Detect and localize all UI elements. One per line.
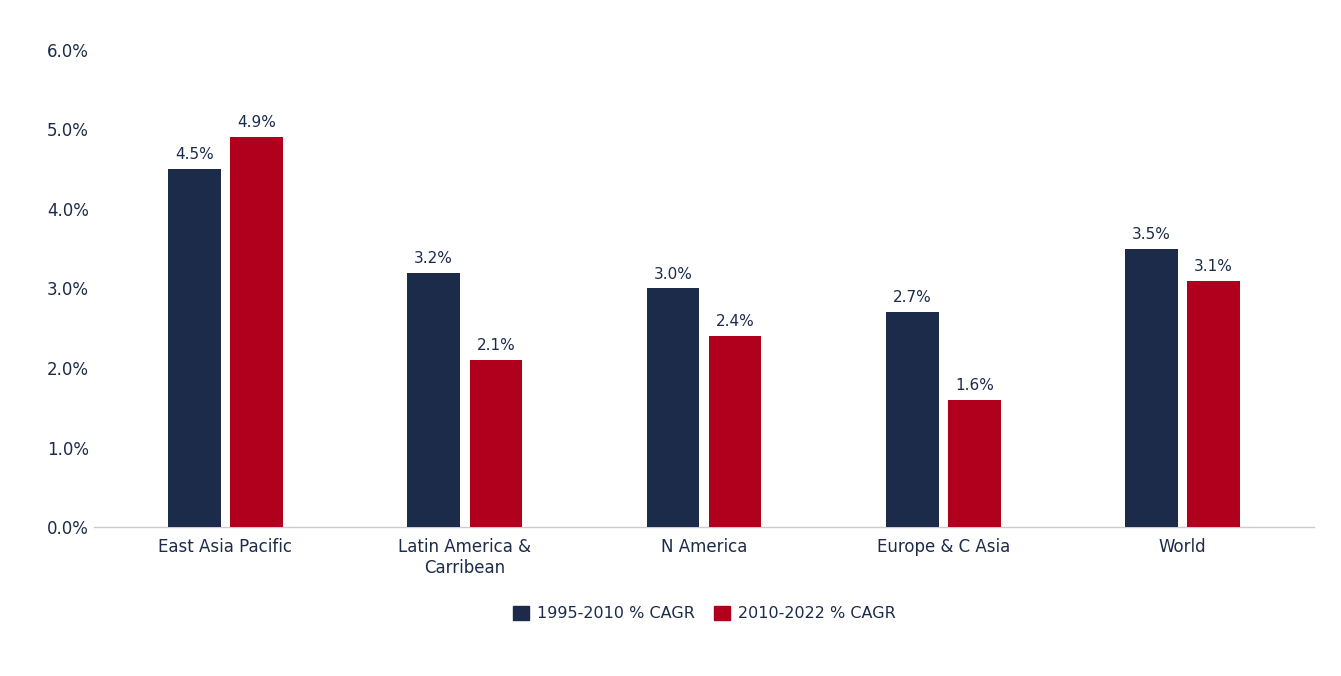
Text: 2.1%: 2.1% — [476, 338, 515, 353]
Bar — [948, 400, 1000, 527]
Bar — [1187, 281, 1240, 527]
Bar — [469, 360, 522, 527]
Text: 3.1%: 3.1% — [1195, 259, 1234, 274]
Bar — [408, 272, 460, 527]
Bar — [646, 289, 699, 527]
Text: 4.5%: 4.5% — [174, 147, 213, 162]
Text: 3.2%: 3.2% — [414, 251, 453, 266]
Text: 2.7%: 2.7% — [893, 291, 932, 306]
Bar — [231, 137, 283, 527]
Bar — [886, 312, 939, 527]
Bar — [168, 169, 221, 527]
Bar — [1125, 249, 1177, 527]
Text: 1.6%: 1.6% — [955, 378, 994, 393]
Legend: 1995-2010 % CAGR, 2010-2022 % CAGR: 1995-2010 % CAGR, 2010-2022 % CAGR — [507, 600, 901, 628]
Text: 3.0%: 3.0% — [653, 266, 692, 282]
Text: 2.4%: 2.4% — [716, 314, 755, 329]
Text: 3.5%: 3.5% — [1132, 226, 1171, 242]
Text: 4.9%: 4.9% — [237, 116, 276, 130]
Bar — [709, 336, 762, 527]
